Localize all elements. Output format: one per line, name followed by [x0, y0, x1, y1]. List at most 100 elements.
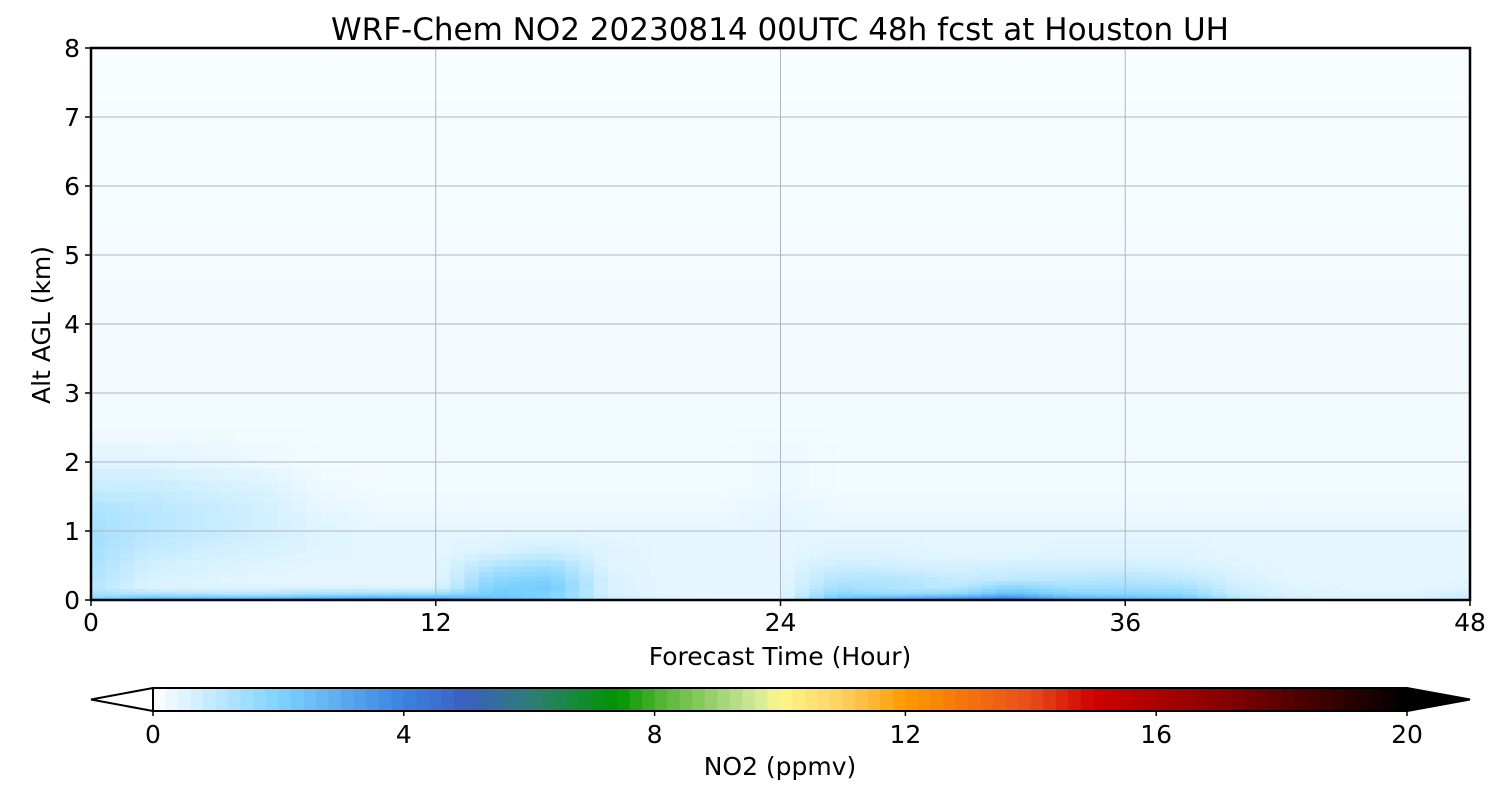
heatmap-cell — [1096, 576, 1112, 582]
heatmap-cell — [895, 593, 911, 597]
heatmap-cell — [521, 316, 537, 335]
heatmap-cell — [464, 501, 480, 513]
heatmap-cell — [205, 565, 221, 572]
heatmap-cell — [995, 553, 1011, 561]
heatmap-cell — [177, 399, 193, 416]
heatmap-cell — [593, 538, 609, 547]
heatmap-cell — [1311, 442, 1327, 457]
heatmap-cell — [622, 529, 638, 539]
heatmap-cell — [1139, 414, 1155, 430]
heatmap-cell — [636, 442, 652, 457]
heatmap-cell — [1211, 521, 1227, 531]
heatmap-cell — [349, 297, 365, 317]
heatmap-cell — [593, 479, 609, 492]
heatmap-cell — [407, 565, 422, 572]
heatmap-cell — [1398, 521, 1414, 531]
heatmap-cell — [1369, 576, 1385, 582]
heatmap-cell — [1082, 468, 1098, 481]
heatmap-cell — [320, 148, 336, 173]
heatmap-cell — [1283, 479, 1299, 492]
heatmap-cell — [852, 559, 868, 567]
heatmap-cell — [392, 538, 408, 547]
heatmap-cell — [866, 99, 882, 125]
heatmap-cell — [1053, 468, 1069, 481]
heatmap-cell — [191, 511, 207, 522]
heatmap-cell — [464, 194, 480, 217]
heatmap-cell — [837, 538, 853, 547]
heatmap-cell — [1182, 479, 1198, 492]
heatmap-cell — [277, 576, 293, 582]
heatmap-cell — [1010, 124, 1026, 149]
heatmap-cell — [1053, 429, 1069, 444]
heatmap-cell — [536, 278, 552, 299]
heatmap-cell — [780, 588, 796, 592]
heatmap-cell — [1398, 595, 1414, 599]
heatmap-cell — [1283, 351, 1299, 369]
heatmap-cell — [565, 595, 580, 599]
heatmap-cell — [1283, 429, 1299, 444]
heatmap-cell — [881, 124, 897, 149]
heatmap-cell — [981, 237, 997, 259]
heatmap-cell — [1211, 591, 1227, 595]
heatmap-cell — [536, 429, 552, 444]
heatmap-cell — [708, 442, 724, 457]
heatmap-cell — [565, 580, 580, 586]
colorbar-swatch — [1256, 688, 1270, 711]
heatmap-cell — [1369, 429, 1385, 444]
heatmap-cell — [636, 529, 652, 539]
heatmap-cell — [1268, 216, 1284, 239]
heatmap-cell — [608, 148, 624, 173]
heatmap-cell — [1168, 99, 1184, 125]
heatmap-cell — [1412, 595, 1428, 599]
heatmap-cell — [708, 237, 724, 259]
heatmap-cell — [407, 538, 422, 547]
heatmap-cell — [320, 414, 336, 430]
heatmap-cell — [1082, 99, 1098, 125]
heatmap-cell — [521, 588, 537, 592]
heatmap-cell — [1297, 237, 1313, 259]
heatmap-cell — [809, 171, 825, 195]
heatmap-cell — [665, 258, 681, 279]
heatmap-cell — [995, 399, 1011, 416]
heatmap-cell — [320, 538, 336, 547]
heatmap-cell — [335, 368, 351, 386]
heatmap-cell — [909, 468, 925, 481]
heatmap-cell — [105, 593, 121, 597]
heatmap-cell — [134, 124, 150, 149]
heatmap-cell — [407, 316, 422, 335]
heatmap-cell — [909, 565, 925, 572]
heatmap-cell — [665, 194, 681, 217]
heatmap-cell — [881, 48, 897, 75]
heatmap-cell — [622, 595, 638, 599]
heatmap-cell — [1412, 237, 1428, 259]
heatmap-cell — [1010, 571, 1026, 577]
heatmap-cell — [1268, 468, 1284, 481]
heatmap-cell — [636, 124, 652, 149]
heatmap-cell — [1225, 148, 1241, 173]
heatmap-cell — [177, 565, 193, 572]
heatmap-cell — [565, 591, 580, 595]
heatmap-cell — [1168, 442, 1184, 457]
heatmap-cell — [421, 258, 437, 279]
colorbar-tick-label: 4 — [396, 720, 412, 749]
heatmap-cell — [1182, 278, 1198, 299]
heatmap-cell — [335, 148, 351, 173]
heatmap-cell — [608, 194, 624, 217]
heatmap-cell — [378, 597, 394, 600]
heatmap-cell — [1268, 148, 1284, 173]
heatmap-cell — [723, 399, 739, 416]
heatmap-cell — [651, 559, 667, 567]
heatmap-cell — [392, 565, 408, 572]
heatmap-cell — [1383, 74, 1399, 101]
colorbar-swatch — [855, 688, 869, 711]
heatmap-cell — [105, 237, 121, 259]
heatmap-cell — [565, 194, 580, 217]
heatmap-cell — [1297, 316, 1313, 335]
heatmap-cell — [952, 571, 968, 577]
heatmap-cell — [392, 216, 408, 239]
heatmap-cell — [1053, 237, 1069, 259]
heatmap-cell — [694, 559, 710, 567]
heatmap-cell — [1311, 414, 1327, 430]
heatmap-cell — [981, 571, 997, 577]
heatmap-cell — [1039, 316, 1055, 335]
